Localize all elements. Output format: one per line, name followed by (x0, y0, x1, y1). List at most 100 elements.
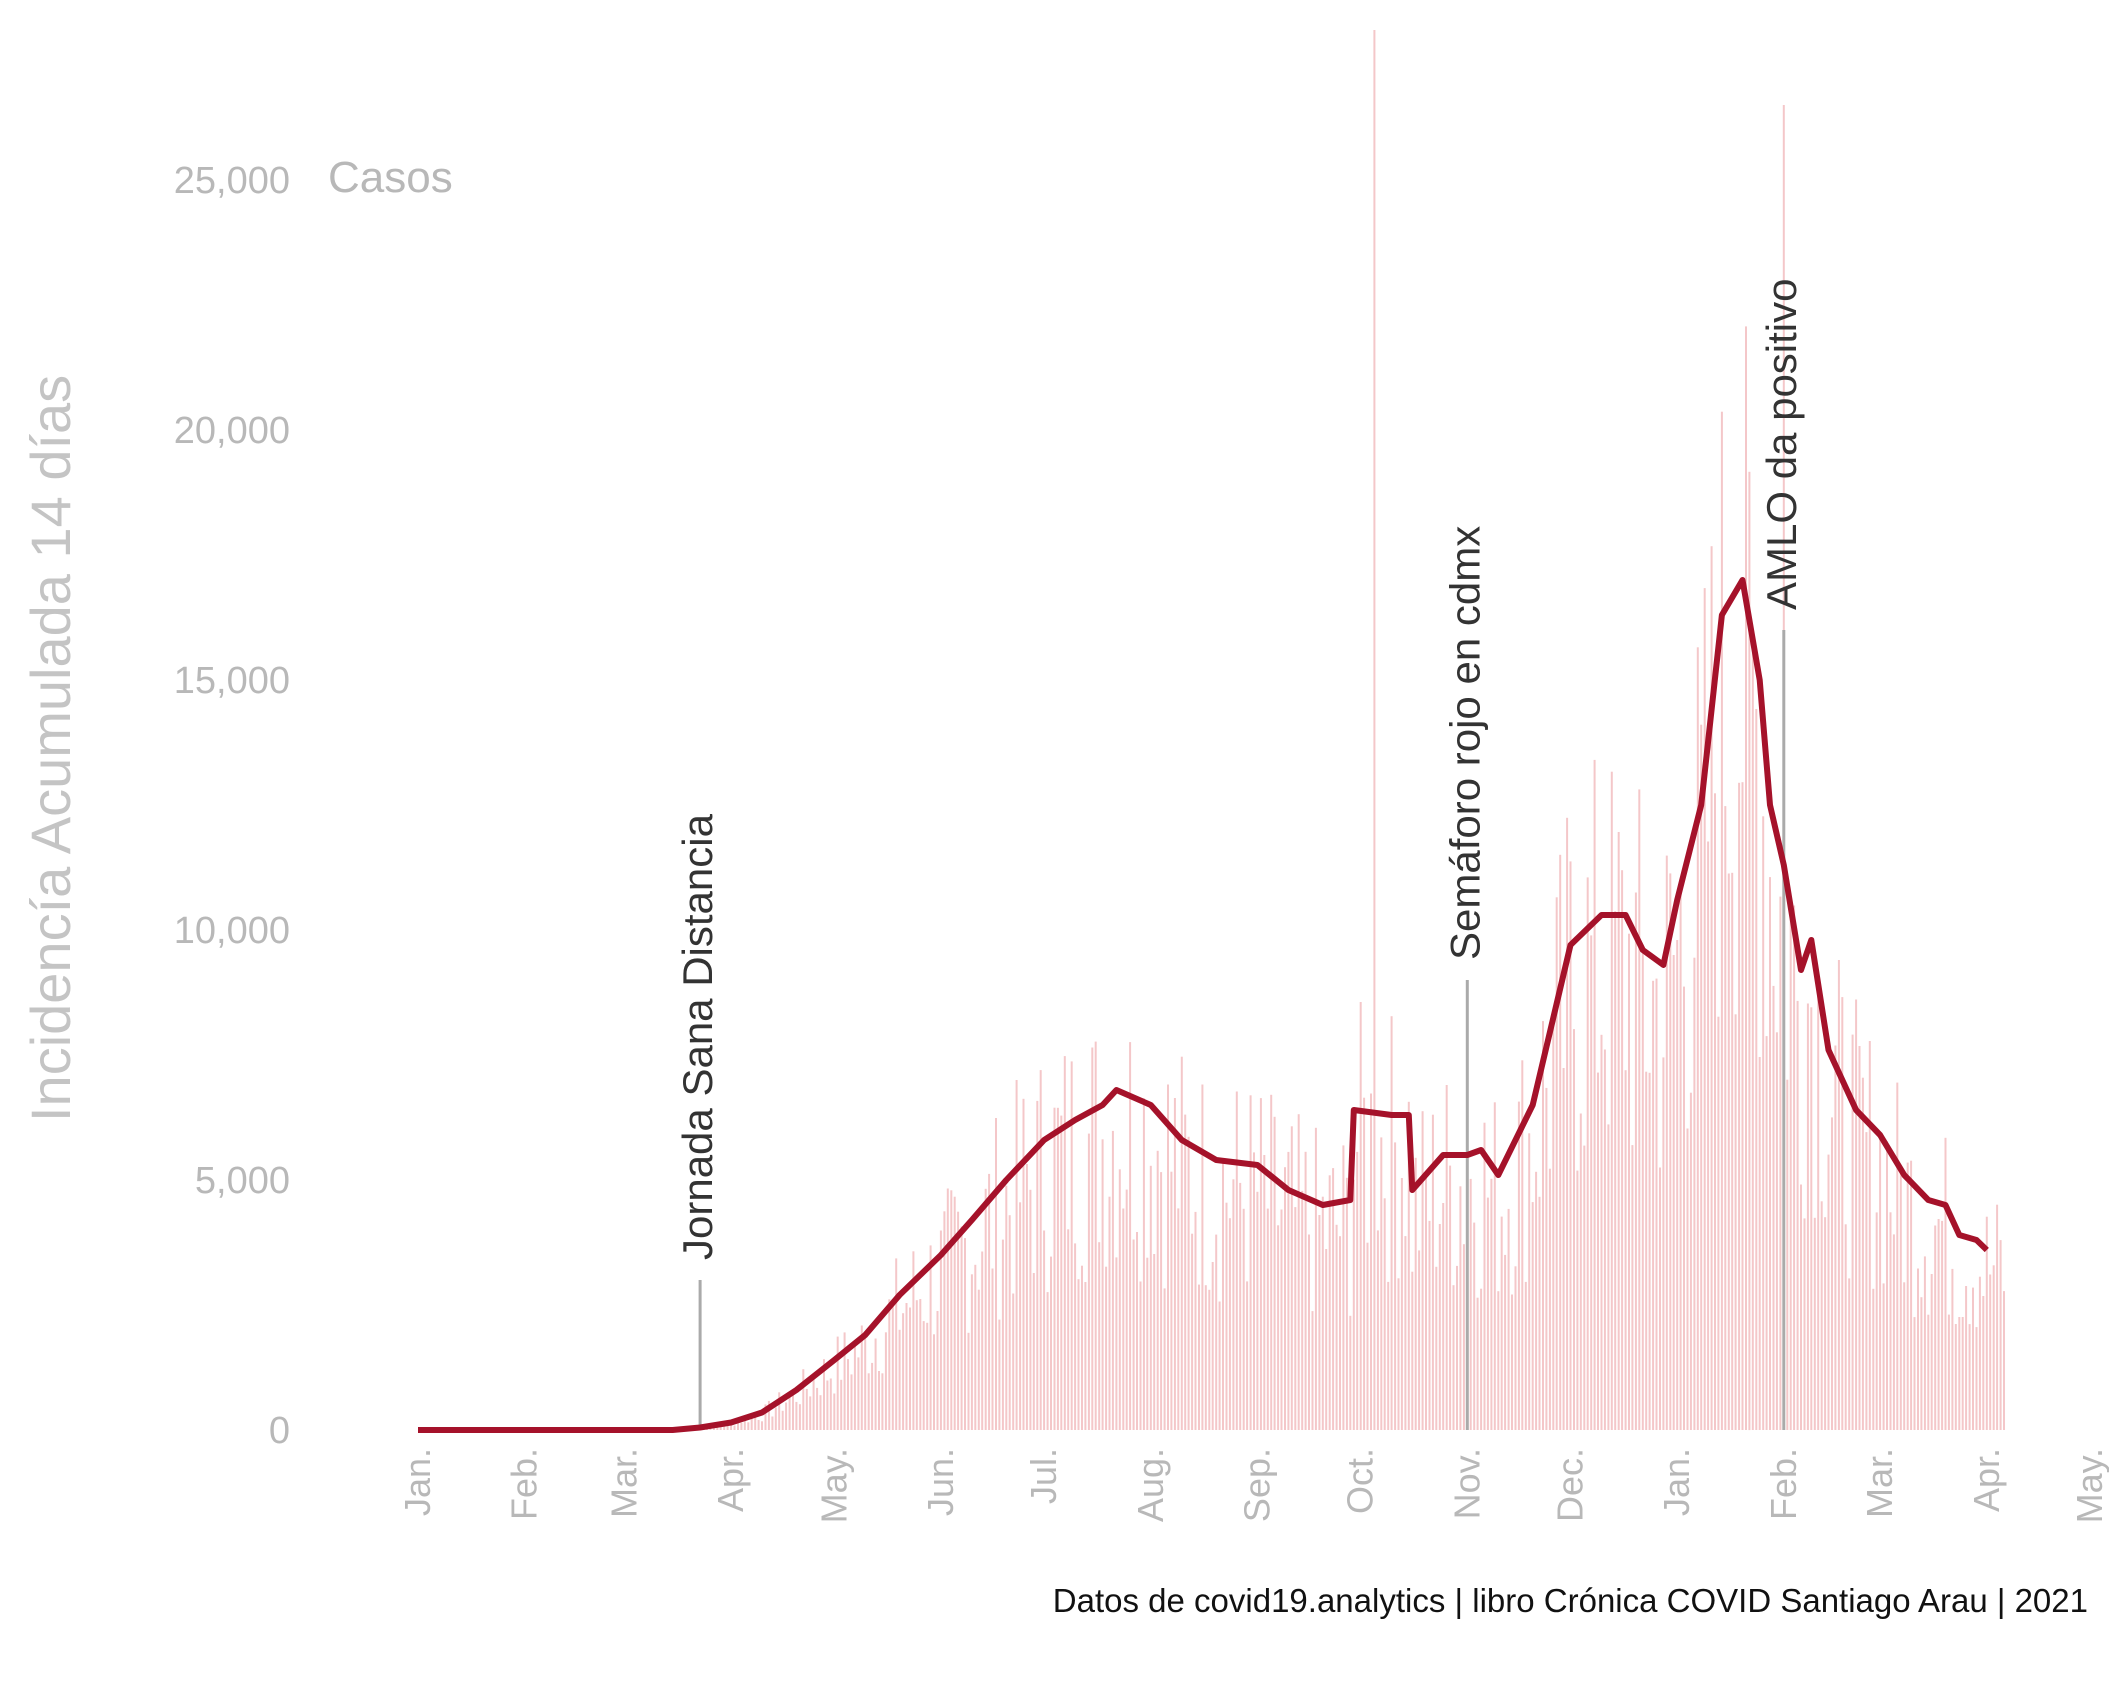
daily-bar (1989, 1274, 1992, 1430)
daily-bar (1246, 1281, 1249, 1430)
daily-bar (1975, 1327, 1978, 1430)
daily-bar (1001, 1239, 1004, 1430)
daily-bar (1586, 877, 1589, 1430)
daily-bar (1476, 1297, 1479, 1430)
daily-bar (1225, 1202, 1228, 1430)
daily-bar (909, 1307, 911, 1430)
daily-bar (1025, 1164, 1028, 1430)
daily-bar (1648, 1072, 1651, 1430)
daily-bar (1177, 1208, 1180, 1430)
daily-bar (1204, 1285, 1207, 1430)
daily-bar (1050, 1256, 1052, 1430)
daily-bar (709, 1427, 712, 1430)
daily-bar (1046, 1292, 1049, 1430)
daily-bar (974, 1264, 977, 1430)
daily-bar (867, 1373, 870, 1430)
daily-bar (1958, 1317, 1961, 1430)
daily-bar (984, 1188, 987, 1430)
daily-bar (1831, 1117, 1833, 1430)
daily-bar (1758, 1057, 1761, 1430)
daily-bar (788, 1396, 791, 1430)
daily-bar (743, 1417, 746, 1430)
daily-bar (1528, 1133, 1531, 1430)
daily-bar (829, 1378, 832, 1430)
daily-bar (1239, 1182, 1242, 1430)
daily-bar (988, 1173, 991, 1430)
daily-bar (946, 1188, 949, 1430)
daily-bar (737, 1421, 739, 1430)
daily-bar (1665, 855, 1668, 1430)
daily-bar (1483, 1122, 1486, 1430)
daily-bar (1882, 1283, 1885, 1430)
daily-bar (750, 1416, 753, 1430)
daily-bar (754, 1416, 757, 1430)
daily-bar (1139, 1281, 1142, 1430)
daily-bar (1084, 1282, 1087, 1430)
daily-bar (1573, 1029, 1575, 1430)
daily-bar (1414, 1157, 1417, 1430)
daily-bar (1459, 1186, 1462, 1430)
daily-bar (761, 1421, 763, 1430)
daily-bar (1056, 1107, 1059, 1430)
daily-bar (1008, 1215, 1011, 1430)
daily-bar (1724, 806, 1727, 1430)
daily-bar (981, 1251, 984, 1430)
daily-bar (1655, 978, 1658, 1430)
daily-bar (1187, 1136, 1190, 1430)
daily-bar (1428, 1220, 1431, 1430)
daily-bar (1917, 1268, 1919, 1430)
daily-bar (1105, 1266, 1108, 1430)
daily-bar (1820, 1201, 1823, 1430)
daily-bar (1497, 1291, 1500, 1430)
daily-bar (1390, 1016, 1393, 1430)
daily-bar (1366, 1242, 1369, 1430)
daily-bar (781, 1410, 784, 1430)
daily-bar (888, 1299, 891, 1430)
daily-bar (1934, 1225, 1937, 1430)
daily-bar (1930, 1274, 1933, 1430)
daily-bar (1899, 1172, 1902, 1430)
daily-bar (878, 1371, 880, 1430)
daily-bar (1425, 1177, 1427, 1430)
x-tick-label: Apr. (710, 1448, 751, 1512)
daily-bar (1473, 1222, 1476, 1430)
daily-bar (1266, 1208, 1269, 1430)
daily-bar (1356, 1151, 1359, 1430)
daily-bar (1191, 1233, 1194, 1430)
daily-bar (1875, 1212, 1878, 1430)
daily-bar (1999, 1240, 2002, 1430)
daily-bar (995, 1118, 997, 1430)
daily-bar (1889, 1212, 1892, 1430)
daily-bar (1421, 1111, 1424, 1430)
daily-bar (1978, 1276, 1981, 1430)
daily-bar (1087, 1133, 1090, 1430)
daily-bar (950, 1190, 953, 1430)
daily-bar (1005, 1185, 1008, 1430)
daily-bar (1294, 1207, 1297, 1430)
daily-bar (1531, 1202, 1534, 1430)
x-tick-label: Oct. (1340, 1448, 1381, 1514)
daily-bar (730, 1422, 733, 1430)
daily-bar (1538, 1196, 1541, 1430)
daily-bar (1903, 1282, 1906, 1430)
daily-bar (1493, 1102, 1496, 1430)
daily-bar (1235, 1091, 1238, 1430)
daily-bar (1789, 918, 1792, 1430)
daily-bar (1545, 1087, 1548, 1430)
daily-bar (823, 1359, 825, 1430)
daily-bar (1676, 940, 1679, 1430)
daily-bar (1077, 1279, 1080, 1430)
daily-bar (809, 1396, 812, 1430)
daily-bar (957, 1211, 960, 1430)
daily-bar (1507, 1208, 1510, 1430)
daily-bar (860, 1325, 863, 1430)
daily-bar (1961, 1317, 1964, 1430)
daily-bar (1965, 1286, 1968, 1430)
y-tick-label: 20,000 (174, 410, 290, 452)
daily-bar (816, 1387, 819, 1430)
daily-bar (926, 1322, 929, 1430)
daily-bar (1566, 817, 1569, 1430)
daily-bar (1442, 1203, 1445, 1430)
daily-bar (771, 1416, 774, 1430)
daily-bar (1146, 1257, 1149, 1430)
